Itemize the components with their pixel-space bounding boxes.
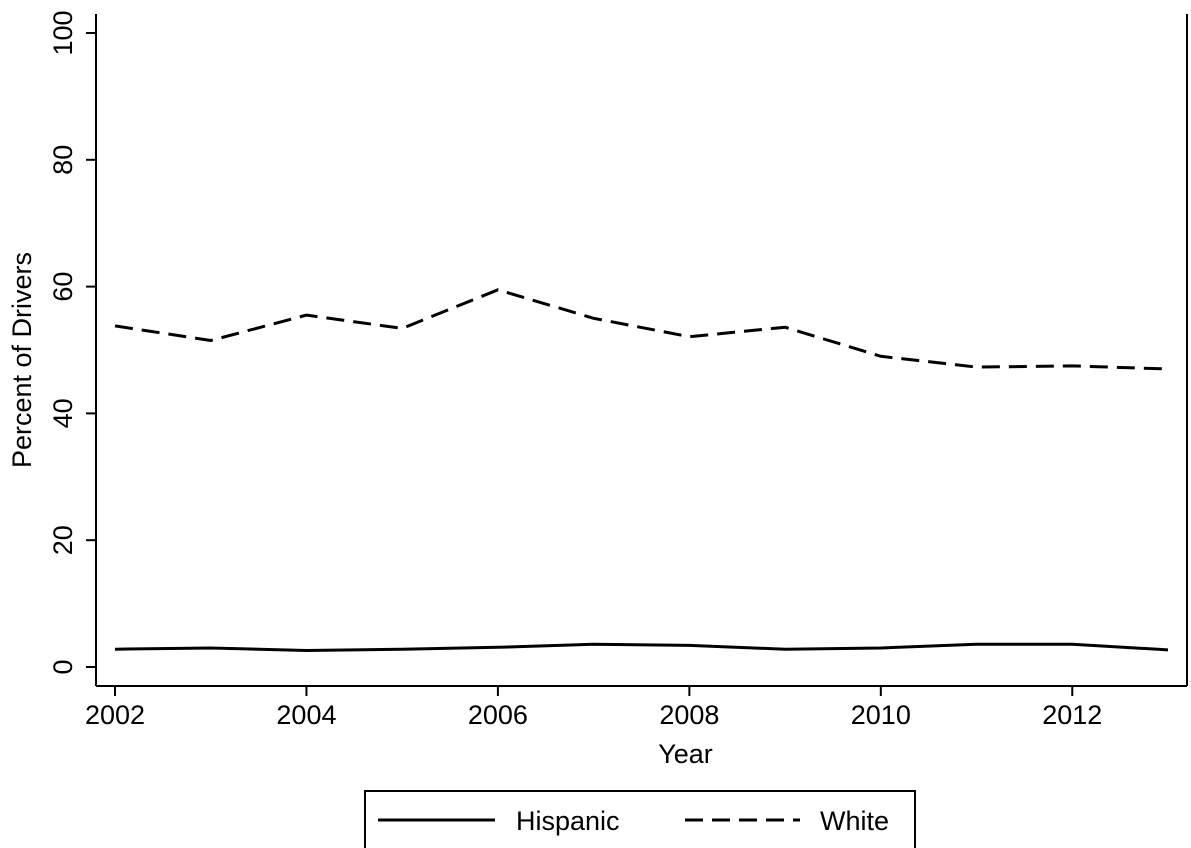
series-line-white <box>114 288 1169 371</box>
x-tick-label-2012: 2012 <box>1042 700 1102 730</box>
y-tick-label-60: 60 <box>48 272 78 302</box>
x-tick-label-2006: 2006 <box>468 700 528 730</box>
y-axis-title: Percent of Drivers <box>7 252 37 468</box>
x-tick-label-2004: 2004 <box>276 700 336 730</box>
y-tick-label-0: 0 <box>48 659 78 674</box>
y-tick-label-20: 20 <box>48 525 78 555</box>
x-axis-ticks: 2002 2004 2006 2008 2010 2012 <box>85 686 1102 730</box>
plot-area: 0 20 40 60 80 100 2002 2004 2006 2008 2010 2012 <box>48 10 1188 730</box>
x-tick-label-2002: 2002 <box>85 700 145 730</box>
y-axis-ticks: 0 20 40 60 80 100 <box>48 10 96 675</box>
y-tick-label-80: 80 <box>48 145 78 175</box>
x-axis-title: Year <box>658 739 713 769</box>
series-line-hispanic <box>114 642 1169 652</box>
y-tick-label-100: 100 <box>48 10 78 55</box>
legend-label-hispanic: Hispanic <box>516 806 620 836</box>
x-tick-label-2010: 2010 <box>851 700 911 730</box>
x-tick-label-2008: 2008 <box>659 700 719 730</box>
legend-label-white: White <box>820 806 889 836</box>
legend: Hispanic White <box>364 790 916 848</box>
y-tick-label-40: 40 <box>48 398 78 428</box>
series-layer <box>114 288 1169 652</box>
